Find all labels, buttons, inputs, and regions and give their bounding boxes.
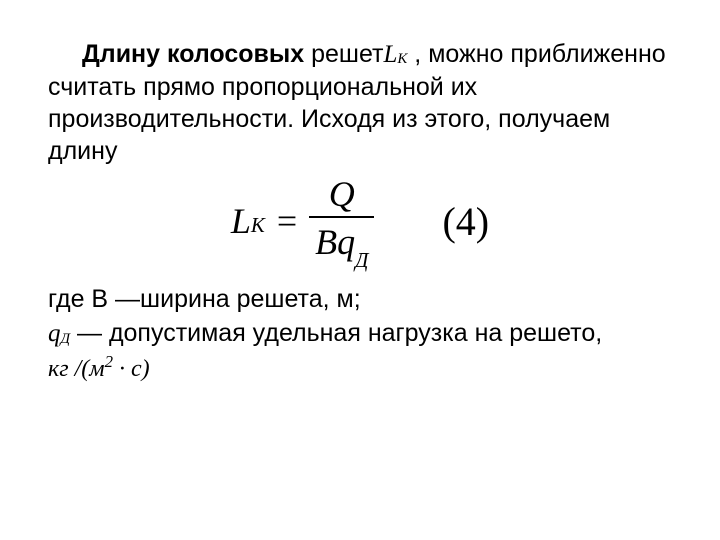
eq-lhs-var: L [231,200,251,242]
equation-number: (4) [442,198,489,245]
eq-fraction-bar [309,216,374,218]
eq-lhs-sub: K [251,213,265,238]
unit-expr: кг /(м2 · с) [48,356,150,382]
equation-block: LK = Q BqД (4) [48,173,672,269]
symbol-Lk-inline: LК [383,39,407,71]
where-block: где В —ширина решета, м; qД — допустимая… [48,283,672,385]
intro-text-1: решет [304,40,383,68]
where-line-3: кг /(м2 · с) [48,351,672,386]
eq-denominator: BqД [309,220,374,268]
where-line-1: где В —ширина решета, м; [48,283,672,317]
symbol-qD: qД [48,317,70,351]
where-line-2-text: — допустимая удельная нагрузка на решето… [77,319,602,347]
eq-lhs: LK [231,200,265,242]
where-line-2: qД — допустимая удельная нагрузка на реш… [48,317,672,351]
eq-equals: = [277,200,297,242]
eq-numerator: Q [323,174,361,214]
intro-paragraph: Длину колосовых решетLК , можно приближе… [48,38,672,167]
eq-fraction: Q BqД [309,174,374,268]
intro-bold: Длину колосовых [82,40,304,68]
equation: LK = Q BqД [231,174,375,268]
